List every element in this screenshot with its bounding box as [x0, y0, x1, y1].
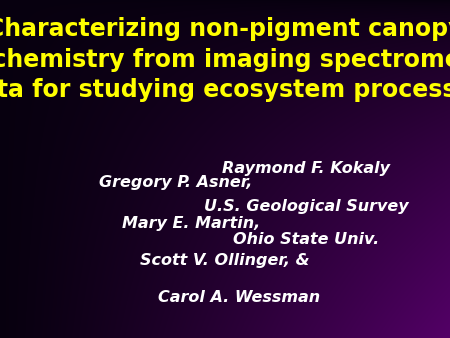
Text: Ohio State Univ.: Ohio State Univ.	[233, 233, 379, 247]
Text: Carol A. Wessman: Carol A. Wessman	[158, 290, 320, 305]
Text: Characterizing non-pigment canopy
biochemistry from imaging spectrometer
data fo: Characterizing non-pigment canopy bioche…	[0, 17, 450, 102]
Text: Gregory P. Asner,: Gregory P. Asner,	[99, 175, 252, 190]
Text: Mary E. Martin,: Mary E. Martin,	[122, 216, 260, 231]
Text: U.S. Geological Survey: U.S. Geological Survey	[204, 199, 408, 214]
Text: Scott V. Ollinger, &: Scott V. Ollinger, &	[140, 253, 309, 268]
Text: Raymond F. Kokaly: Raymond F. Kokaly	[222, 162, 390, 176]
